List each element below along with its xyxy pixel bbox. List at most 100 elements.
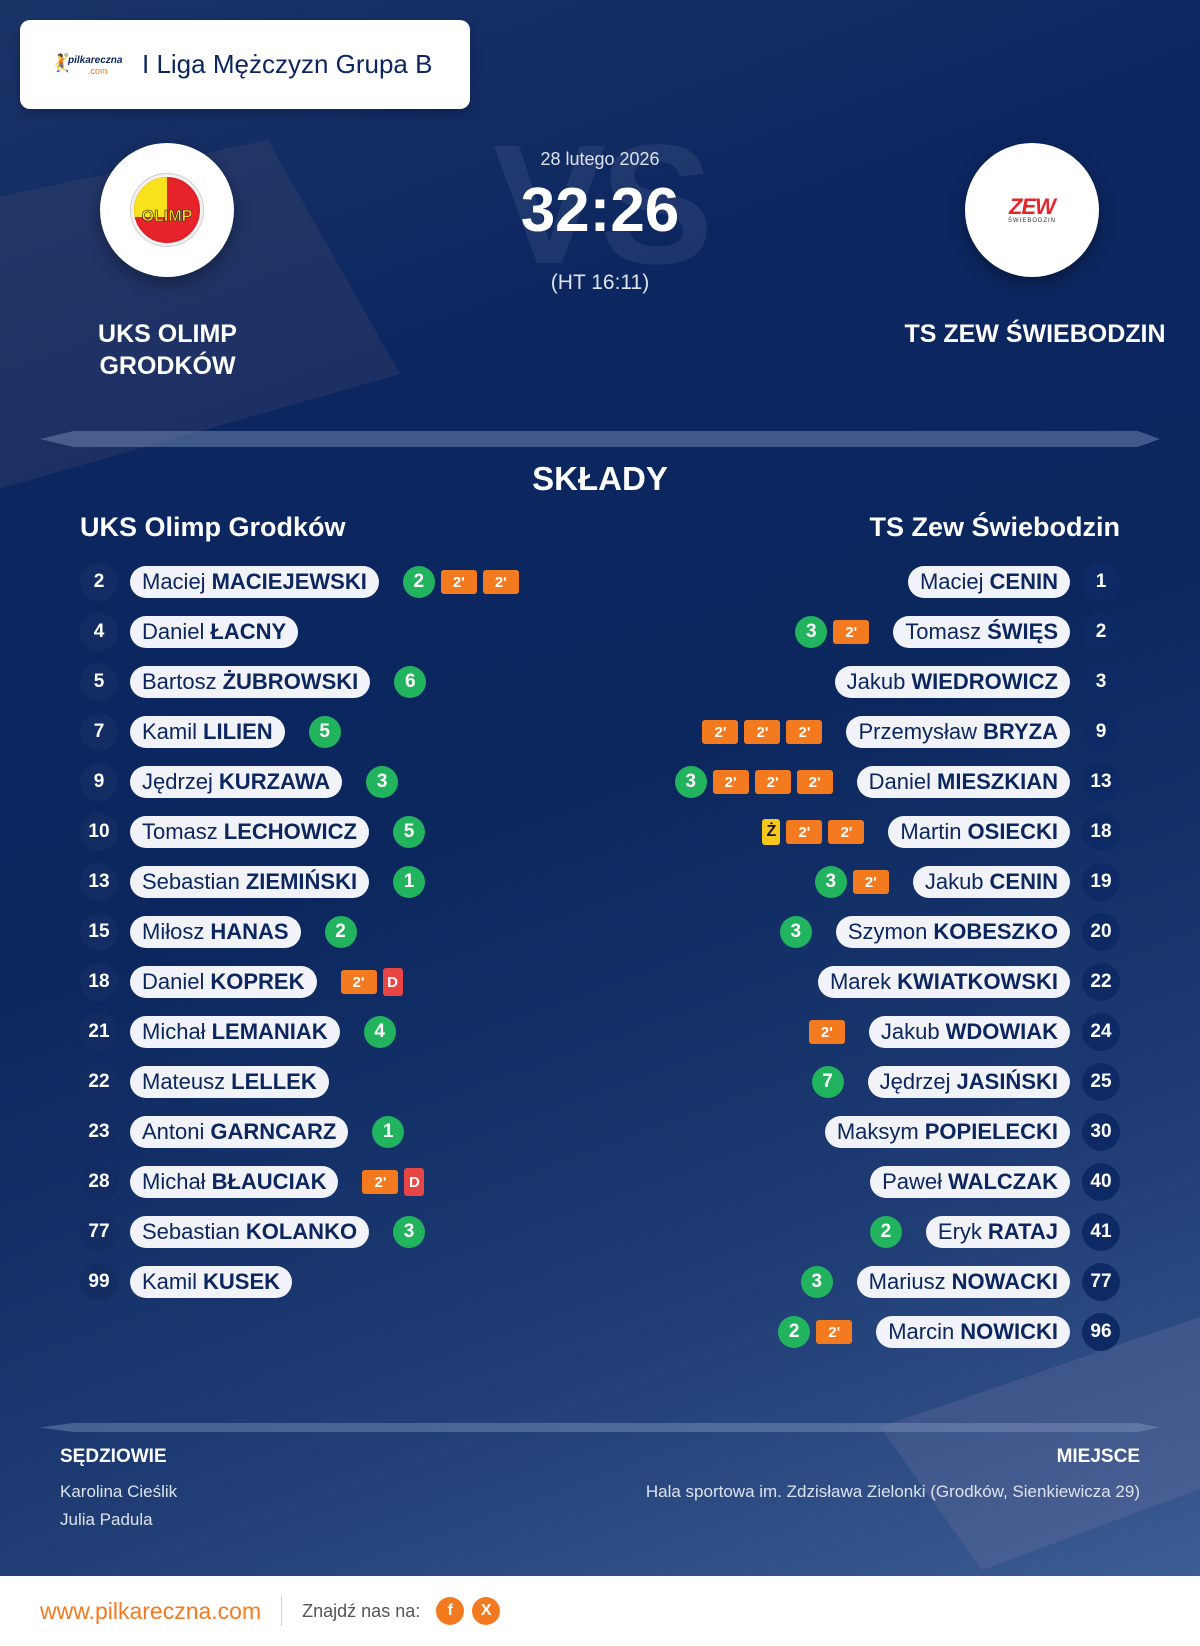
footer: www.pilkareczna.com Znajdź nas na: f X (0, 1576, 1200, 1646)
shirt-number: 9 (1082, 713, 1120, 751)
player-first-name: Mariusz (868, 1269, 946, 1294)
x-icon[interactable]: X (472, 1597, 501, 1625)
shirt-number: 18 (1082, 813, 1120, 851)
goals-badge: 3 (814, 866, 847, 898)
player-name[interactable]: Marcin NOWICKI (876, 1316, 1070, 1348)
player-row: 28 Michał BŁAUCIAK 2' D (80, 1157, 531, 1207)
player-name[interactable]: Jakub CENIN (912, 866, 1070, 898)
player-name[interactable]: Maksym POPIELECKI (824, 1116, 1070, 1148)
player-row: 9 Przemysław BRYZA 2' 2' 2' (663, 707, 1120, 757)
player-events: 2' 3 (795, 616, 870, 648)
player-events: 2' 2' 2' (702, 720, 823, 744)
player-name[interactable]: Jakub WDOWIAK (868, 1016, 1070, 1048)
player-name[interactable]: Jędrzej KURZAWA (130, 766, 343, 798)
suspension-badge: 2' (808, 1020, 845, 1044)
player-row: 30 Maksym POPIELECKI (663, 1107, 1120, 1157)
player-first-name: Jędrzej (142, 769, 213, 794)
player-row: 10 Tomasz LECHOWICZ 5 (80, 807, 531, 857)
player-name[interactable]: Kamil KUSEK (130, 1266, 293, 1298)
home-roster: 2 Maciej MACIEJEWSKI 2 2' 2' 4 Daniel ŁACNY 5 Bart… (80, 557, 531, 1307)
player-name[interactable]: Michał BŁAUCIAK (130, 1166, 339, 1198)
player-name[interactable]: Antoni GARNCARZ (130, 1116, 349, 1148)
player-first-name: Marcin (888, 1319, 955, 1344)
player-events: 3 (800, 1266, 833, 1298)
player-events: 1 (393, 866, 426, 898)
shirt-number: 40 (1082, 1163, 1120, 1201)
goals-badge: 2 (778, 1316, 811, 1348)
player-last-name: KWIATKOWSKI (897, 969, 1058, 994)
shirt-number: 25 (1082, 1063, 1120, 1101)
footer-divider (281, 1596, 283, 1626)
player-name[interactable]: Maciej CENIN (907, 566, 1070, 598)
player-last-name: ŁACNY (210, 619, 287, 644)
shirt-number: 20 (1082, 913, 1120, 951)
player-name[interactable]: Daniel ŁACNY (130, 616, 299, 648)
suspension-badge: 2' (744, 720, 781, 744)
player-name[interactable]: Daniel KOPREK (130, 966, 317, 998)
player-name[interactable]: Mariusz NOWACKI (856, 1266, 1070, 1298)
shirt-number: 2 (1082, 613, 1120, 651)
player-name[interactable]: Eryk RATAJ (925, 1216, 1070, 1248)
player-row: 22 Marek KWIATKOWSKI (663, 957, 1120, 1007)
player-events: 2' D (340, 968, 403, 996)
player-last-name: ZIEMIŃSKI (245, 869, 358, 894)
player-name[interactable]: Martin OSIECKI (888, 816, 1070, 848)
suspension-badge: 2' (440, 570, 477, 594)
player-first-name: Jędrzej (879, 1069, 951, 1094)
goals-badge: 2 (402, 566, 435, 598)
suspension-badge: 2' (482, 570, 519, 594)
player-last-name: HANAS (210, 919, 289, 944)
player-first-name: Mateusz (142, 1069, 226, 1094)
shirt-number: 30 (1082, 1113, 1120, 1151)
halftime-score: (HT 16:11) (550, 271, 650, 294)
red-card-icon: D (404, 1168, 425, 1196)
player-events: 5 (393, 816, 425, 848)
site-link[interactable]: www.pilkareczna.com (40, 1597, 262, 1624)
facebook-icon[interactable]: f (436, 1597, 465, 1625)
player-name[interactable]: Kamil LILIEN (130, 716, 285, 748)
shirt-number: 21 (80, 1013, 118, 1051)
goals-badge: 5 (308, 716, 341, 748)
shirt-number: 15 (80, 913, 118, 951)
player-name[interactable]: Miłosz HANAS (130, 916, 301, 948)
yellow-card-icon: Ż (762, 819, 781, 845)
player-first-name: Maciej (142, 569, 206, 594)
player-name[interactable]: Tomasz LECHOWICZ (130, 816, 369, 848)
player-name[interactable]: Maciej MACIEJEWSKI (130, 566, 379, 598)
player-name[interactable]: Jakub WIEDROWICZ (834, 666, 1070, 698)
suspension-badge: 2' (786, 820, 823, 844)
goals-badge: 5 (393, 816, 425, 848)
player-events: 2' 2' 2' 3 (674, 766, 833, 798)
player-first-name: Paweł (882, 1169, 943, 1194)
player-first-name: Daniel (142, 969, 205, 994)
shirt-number: 28 (80, 1163, 118, 1201)
goals-badge: 3 (795, 616, 828, 648)
player-last-name: LILIEN (203, 719, 273, 744)
player-name[interactable]: Marek KWIATKOWSKI (817, 966, 1070, 998)
player-name[interactable]: Bartosz ŻUBROWSKI (130, 666, 371, 698)
player-name[interactable]: Paweł WALCZAK (870, 1166, 1070, 1198)
player-name[interactable]: Jędrzej JASIŃSKI (867, 1066, 1070, 1098)
player-row: 96 Marcin NOWICKI 2' 2 (663, 1307, 1120, 1357)
player-events: 2' D (362, 1168, 425, 1196)
player-name[interactable]: Michał LEMANIAK (130, 1016, 340, 1048)
goals-badge: 3 (779, 916, 812, 948)
player-name[interactable]: Tomasz ŚWIĘS (893, 616, 1070, 648)
goals-badge: 2 (324, 916, 357, 948)
player-row: 13 Sebastian ZIEMIŃSKI 1 (80, 857, 531, 907)
brand-suffix: .com (88, 65, 108, 76)
player-name[interactable]: Przemysław BRYZA (846, 716, 1070, 748)
player-first-name: Martin (900, 819, 962, 844)
player-row: 18 Daniel KOPREK 2' D (80, 957, 531, 1007)
shirt-number: 96 (1082, 1313, 1120, 1351)
player-name[interactable]: Szymon KOBESZKO (835, 916, 1070, 948)
player-name[interactable]: Mateusz LELLEK (130, 1066, 329, 1098)
player-name[interactable]: Sebastian KOLANKO (130, 1216, 370, 1248)
player-row: 25 Jędrzej JASIŃSKI 7 (663, 1057, 1120, 1107)
vs-watermark: VS (492, 110, 714, 300)
player-name[interactable]: Daniel MIESZKIAN (856, 766, 1070, 798)
red-card-icon: D (382, 968, 403, 996)
suspension-badge: 2' (362, 1170, 399, 1194)
player-events: 3 (779, 916, 812, 948)
player-name[interactable]: Sebastian ZIEMIŃSKI (130, 866, 370, 898)
